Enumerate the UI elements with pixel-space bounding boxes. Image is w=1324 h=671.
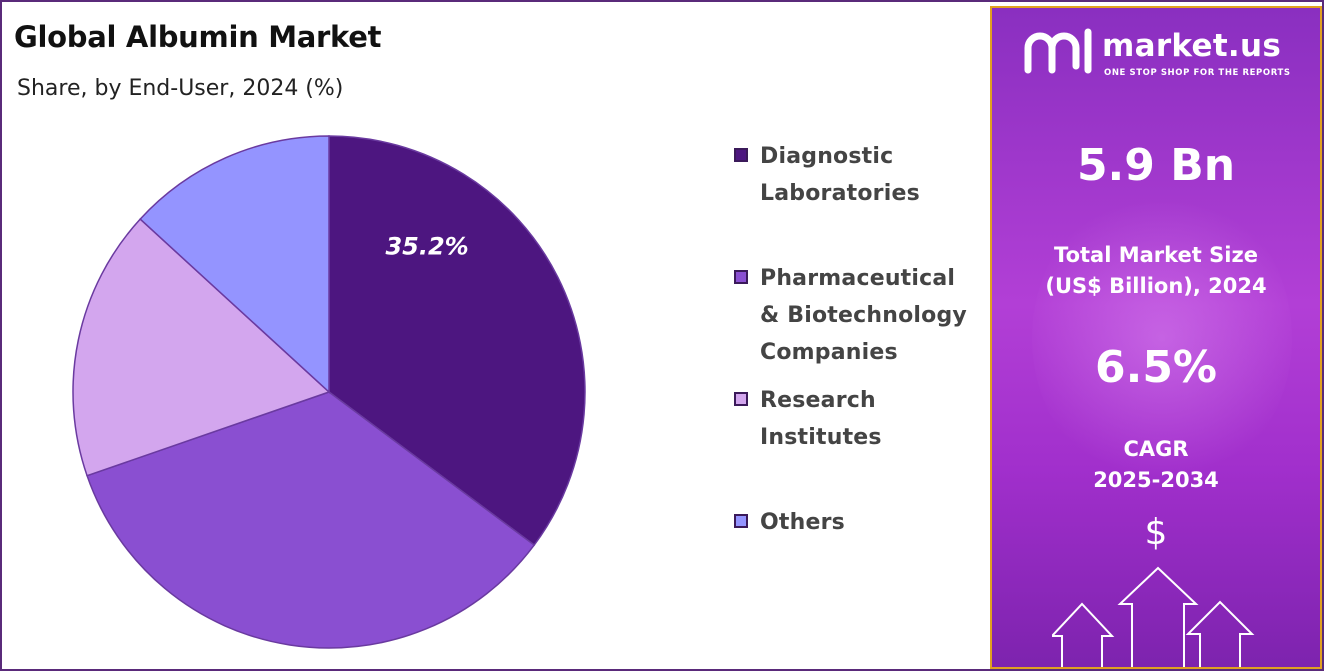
legend-label: Pharmaceutical & Biotechnology Companies [760, 266, 967, 365]
legend-swatch [734, 514, 748, 528]
market-size-label: Total Market Size (US$ Billion), 2024 [1045, 243, 1267, 298]
legend-label: Research Institutes [760, 388, 882, 450]
legend-swatch [734, 148, 748, 162]
chart-title: Global Albumin Market [14, 20, 382, 54]
legend-label: Diagnostic Laboratories [760, 144, 920, 206]
legend-swatch [734, 392, 748, 406]
brand-logo: market.us ONE STOP SHOP FOR THE REPORTS [1022, 26, 1302, 86]
pie-chart: 35.2% [72, 135, 586, 649]
pie-slice-pharmaceutical-biotechnology-companies [86, 391, 536, 649]
chart-area: Global Albumin Market Share, by End-User… [14, 20, 967, 649]
chart-subtitle: Share, by End-User, 2024 (%) [17, 76, 344, 101]
dollar-icon: $ [1144, 512, 1168, 553]
pie-slice-diagnostic-laboratories [328, 135, 586, 547]
market-us-logo-icon [1024, 28, 1092, 74]
brand-name: market.us [1102, 28, 1282, 64]
cagr-value: 6.5% [1094, 342, 1218, 393]
brand-tagline: ONE STOP SHOP FOR THE REPORTS [1104, 68, 1291, 78]
growth-arrows-icon [1052, 566, 1255, 667]
cagr-label: CAGR 2025-2034 [1093, 437, 1219, 492]
legend-label: Others [760, 510, 845, 535]
legend-swatch [734, 270, 748, 284]
pie-slice-research-institutes [72, 218, 331, 477]
market-size-value: 5.9 Bn [1076, 140, 1236, 191]
background-glow [1032, 188, 1292, 488]
pie-slice-others [139, 135, 330, 394]
pie-data-label: 35.2% [385, 232, 468, 260]
market-summary-panel: market.us ONE STOP SHOP FOR THE REPORTS … [990, 6, 1322, 669]
